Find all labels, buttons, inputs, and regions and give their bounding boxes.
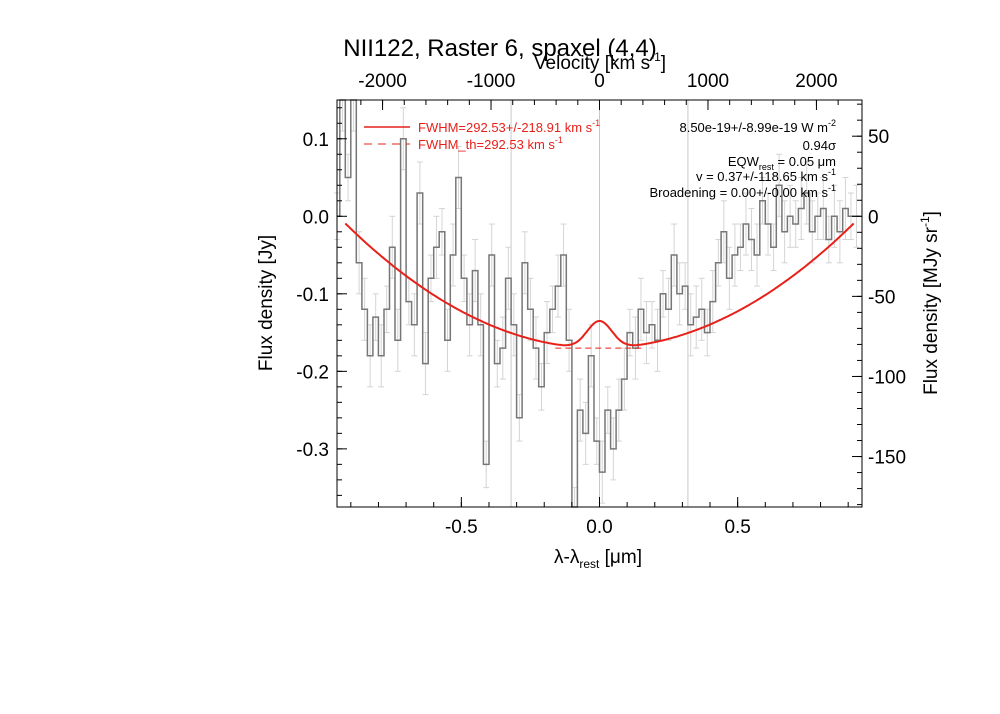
axes: -0.5 0.0 0.5-2000 -1000 0 1000 20000.10.0-0.1-… bbox=[296, 71, 906, 538]
top-axis-title: Velocity [km s-1] bbox=[534, 50, 666, 74]
annotation-eqw: EQWrest = 0.05 μm bbox=[728, 154, 836, 172]
fit-curve bbox=[344, 222, 855, 347]
y-tick-label: 0.0 bbox=[303, 207, 329, 228]
x-top-tick-label: 2000 bbox=[795, 71, 837, 92]
legend-item-fwhm: FWHM=292.53+/-218.91 km s-1 bbox=[418, 118, 600, 135]
annotation-flux: 8.50e-19+/-8.99e-19 W m-2 bbox=[679, 118, 836, 135]
x-tick-label: 0.5 bbox=[724, 517, 750, 538]
y-tick-label: -0.2 bbox=[296, 362, 329, 383]
x-top-tick-label: 0 bbox=[594, 71, 605, 92]
legend: FWHM=292.53+/-218.91 km s-1 FWHM_th=292.… bbox=[364, 118, 600, 152]
x-top-tick-label: -2000 bbox=[358, 71, 407, 92]
chart-title: NII122, Raster 6, spaxel (4,4) bbox=[343, 35, 656, 62]
annotation-sigma: 0.94σ bbox=[803, 138, 836, 153]
spectrum-step-line bbox=[337, 99, 860, 508]
y-right-tick-label: 50 bbox=[868, 127, 889, 148]
annotation-velocity: v = 0.37+/-118.65 km s-1 bbox=[696, 167, 836, 184]
y-axis-title: Flux density [Jy] bbox=[256, 235, 277, 371]
x-tick-label: -0.5 bbox=[445, 517, 478, 538]
x-top-tick-label: 1000 bbox=[687, 71, 729, 92]
x-top-tick-label: -1000 bbox=[467, 71, 516, 92]
x-axis-title: λ-λrest [μm] bbox=[554, 547, 642, 571]
y-tick-label: -0.3 bbox=[296, 440, 329, 461]
y-right-tick-label: -50 bbox=[868, 287, 895, 308]
annotation-broadening: Broadening = 0.00+/-0.00 km s-1 bbox=[649, 183, 836, 200]
y-tick-label: 0.1 bbox=[303, 130, 329, 151]
y-right-tick-label: 0 bbox=[868, 207, 879, 228]
fit-annotations: 8.50e-19+/-8.99e-19 W m-2 0.94σ EQWrest … bbox=[649, 118, 836, 200]
y-right-tick-label: -100 bbox=[868, 367, 906, 388]
data-series bbox=[337, 99, 860, 508]
y-right-tick-label: -150 bbox=[868, 448, 906, 469]
legend-item-fwhm-th: FWHM_th=292.53 km s-1 bbox=[418, 135, 563, 152]
error-bars bbox=[334, 99, 860, 508]
y-right-axis-title: Flux density [MJy sr-1] bbox=[918, 211, 942, 395]
y-tick-label: -0.1 bbox=[296, 285, 329, 306]
x-tick-label: 0.0 bbox=[586, 517, 612, 538]
